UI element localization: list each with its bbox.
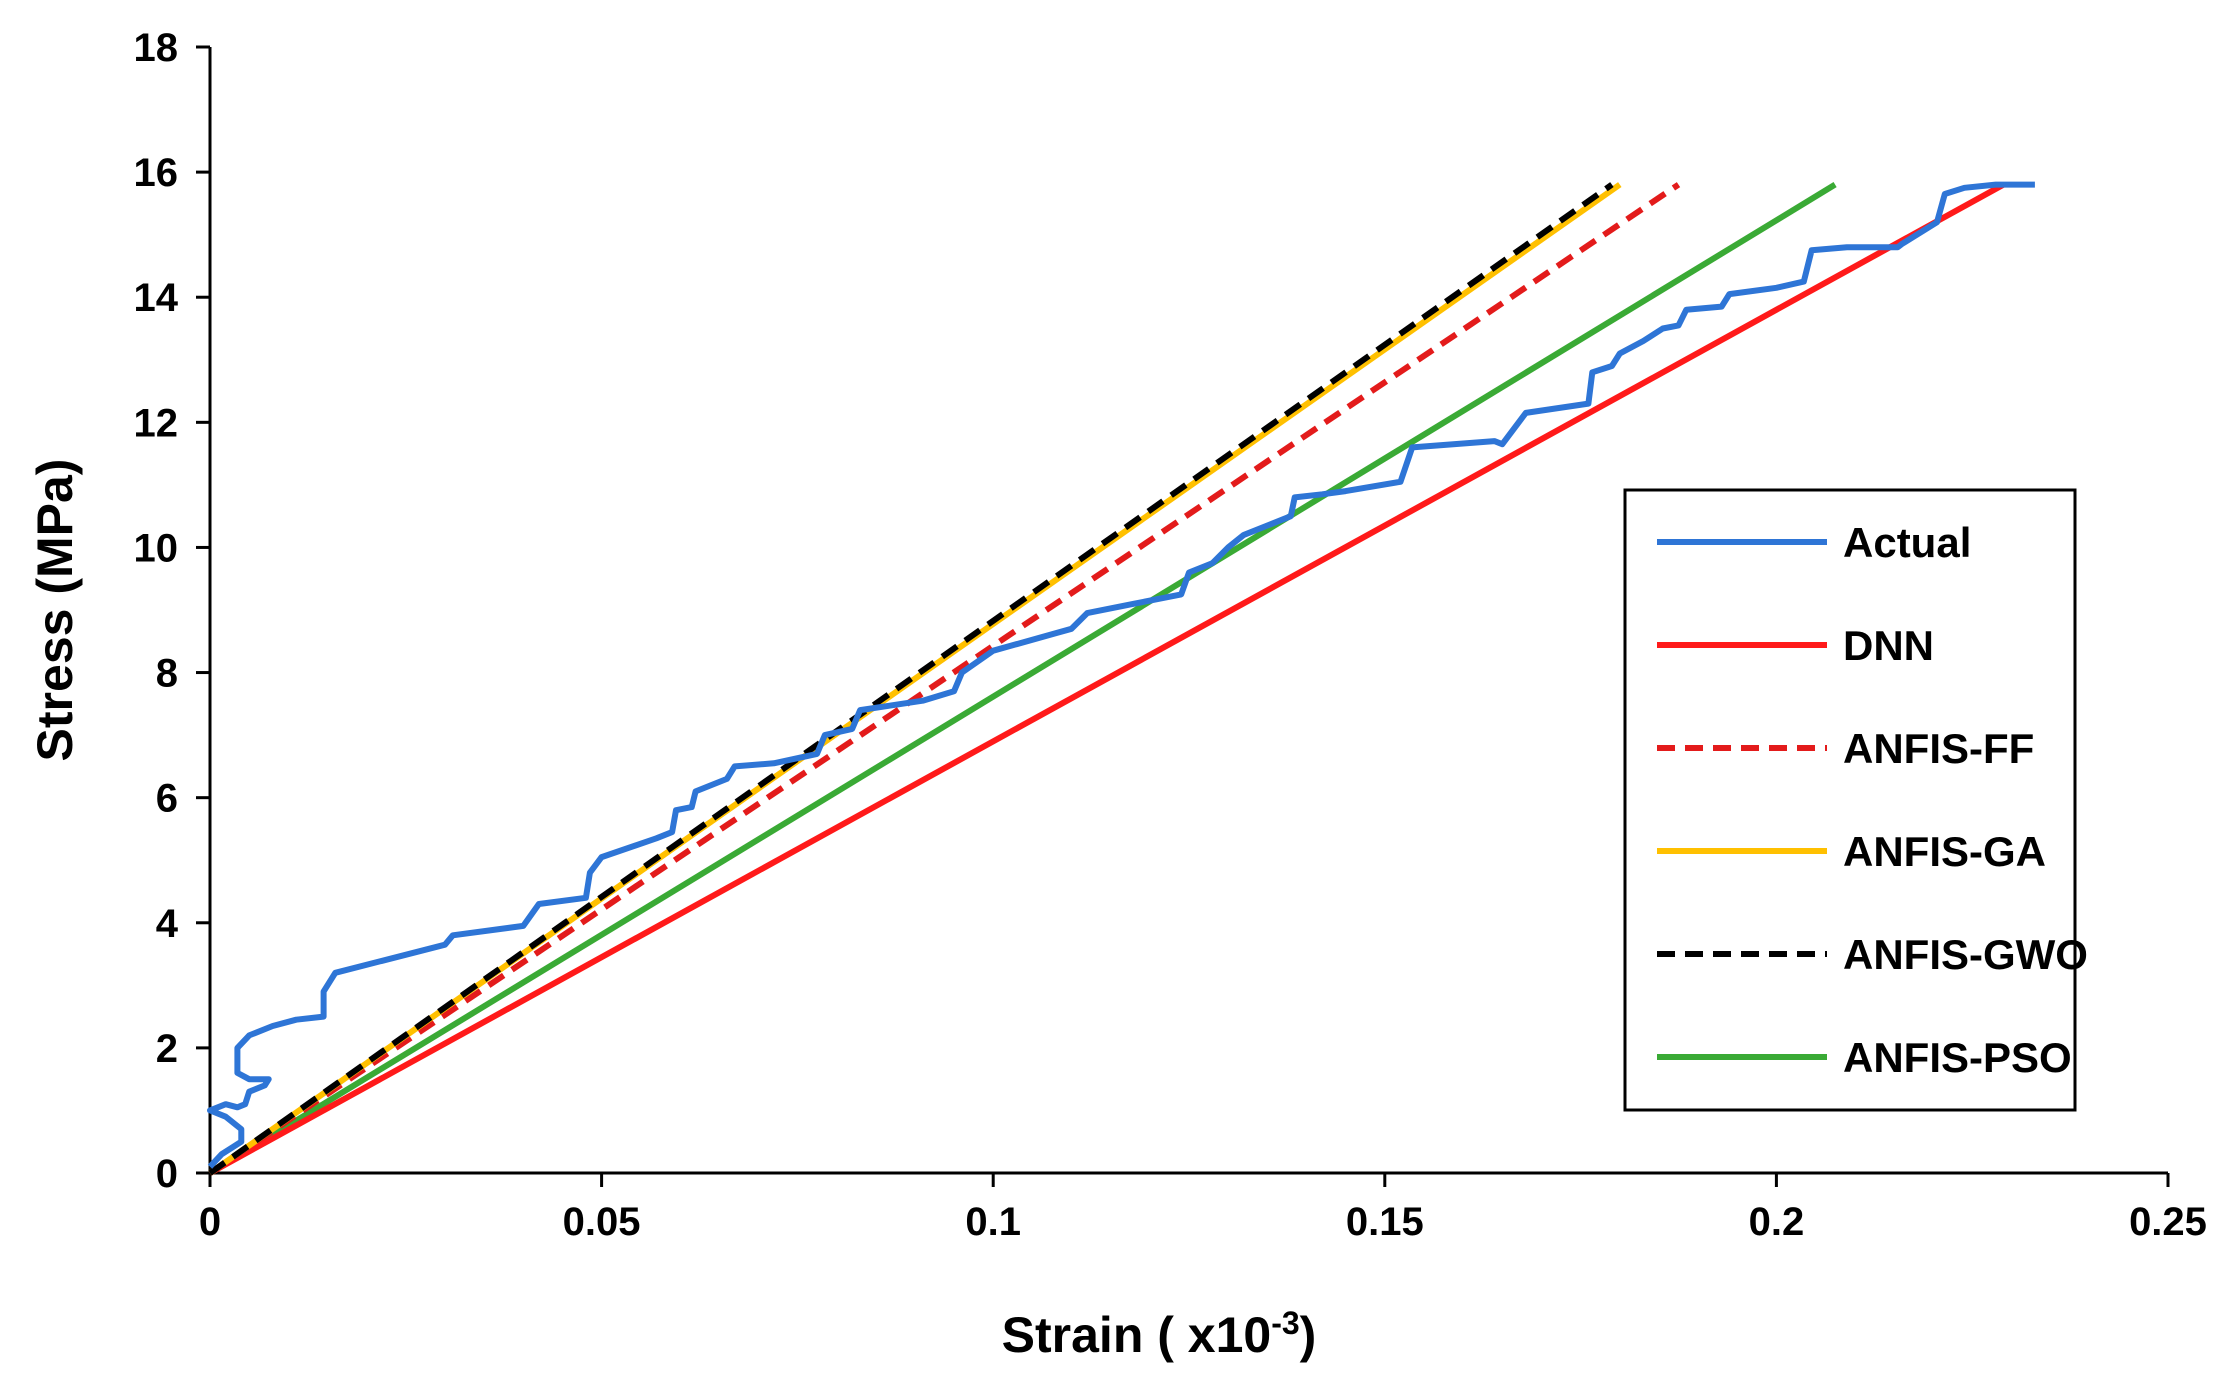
series-line-actual [207,181,2035,1169]
legend-label: ANFIS-FF [1843,725,2034,772]
y-tick-label: 0 [156,1152,178,1196]
y-tick-label: 6 [156,777,178,821]
x-axis-title-superscript: -3 [1271,1305,1299,1341]
x-axis-title-main: Strain ( x10 [1002,1307,1272,1363]
y-axis-title: Stress (MPa) [27,459,83,762]
y-tick-label: 2 [156,1027,178,1071]
x-tick-label: 0.15 [1346,1200,1424,1244]
legend: Actual DNN ANFIS-FF ANFIS-GA ANFIS-GWO ANFIS-… [1623,488,2088,1112]
legend-label: ANFIS-GWO [1843,931,2088,978]
y-tick-label: 8 [156,652,178,696]
x-axis-title: Strain ( x10-3) [1002,1305,1317,1363]
series-line-anfis-ff [208,182,1681,1176]
x-tick-label: 0.25 [2129,1200,2207,1244]
y-tick-label: 10 [134,526,179,570]
legend-label: DNN [1843,622,1934,669]
series-line-anfis-gwo [208,182,1614,1176]
legend-label: Actual [1843,519,1971,566]
y-tick-label: 16 [134,151,179,195]
x-tick-label: 0.1 [965,1200,1021,1244]
y-tick-label: 12 [134,401,179,445]
x-tick-label: 0.2 [1749,1200,1805,1244]
legend-label: ANFIS-GA [1843,828,2046,875]
x-axis-title-suffix: ) [1300,1307,1317,1363]
y-tick-label: 14 [134,276,179,320]
x-tick-label: 0.05 [563,1200,641,1244]
series-line-anfis-pso [208,182,1837,1176]
x-tick-label: 0 [199,1200,221,1244]
y-tick-label: 4 [156,902,179,946]
y-tick-label: 18 [134,26,179,70]
legend-box [1623,488,2077,1112]
series-layer [207,181,2035,1176]
axes: 0 2 4 6 8 10 12 14 16 18 0 0.05 0.1 0.15 0.2 0.25 [134,26,2207,1244]
series-line-dnn [208,181,2005,1176]
legend-label: ANFIS-PSO [1843,1034,2072,1081]
